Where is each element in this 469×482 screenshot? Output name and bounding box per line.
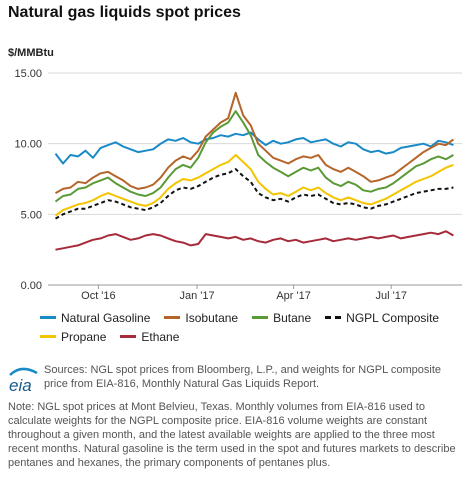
legend-label: Butane	[273, 310, 312, 325]
eia-logo-arc	[9, 367, 38, 376]
legend-label: Propane	[61, 329, 107, 344]
x-tick-label: Apr '17	[276, 290, 311, 302]
series-line-ethane	[55, 230, 454, 251]
sources-text: Sources: NGL spot prices from Bloomberg,…	[44, 364, 441, 390]
x-tick-label: Jan '17	[180, 290, 215, 302]
y-tick-label: 5.00	[21, 209, 42, 221]
x-tick-label: Oct '16	[81, 290, 116, 302]
y-tick-label: 15.00	[14, 68, 42, 80]
legend-item-natural-gasoline: Natural Gasoline	[40, 311, 150, 325]
series-lines	[54, 91, 455, 251]
legend-swatch	[40, 335, 56, 338]
legend-item-isobutane: Isobutane	[164, 311, 238, 325]
x-tick-label: Jul '17	[375, 290, 406, 302]
legend-swatch	[164, 316, 181, 319]
y-axis-ticks: 0.00 5.00 10.00 15.00	[14, 68, 42, 292]
legend-label: Natural Gasoline	[61, 310, 151, 325]
legend-item-ngpl-composite: NGPL Composite	[325, 311, 439, 325]
x-axis-ticks: Oct '16 Jan '17 Apr '17 Jul '17	[81, 285, 407, 302]
y-tick-label: 10.00	[14, 139, 42, 151]
legend-swatch	[120, 335, 137, 338]
line-chart: 0.00 5.00 10.00 15.00 Oct '16 Jan '17 Apr '17…	[14, 68, 462, 302]
y-tick-label: 0.00	[21, 280, 42, 292]
legend-label: Isobutane	[185, 310, 239, 325]
series-line-ngpl-composite	[55, 168, 454, 220]
legend-item-butane: Butane	[252, 311, 311, 325]
legend: Natural Gasoline Isobutane Butane NGPL Comp…	[40, 308, 465, 346]
series-line-propane	[54, 154, 454, 217]
legend-item-propane: Propane	[40, 330, 106, 344]
legend-label: NGPL Composite	[346, 310, 440, 325]
eia-logo: eia	[9, 367, 38, 395]
legend-swatch	[325, 316, 342, 319]
chart-title: Natural gas liquids spot prices	[8, 4, 241, 21]
eia-logo-text: eia	[9, 376, 32, 395]
legend-swatch	[252, 316, 269, 319]
legend-row-2: Propane Ethane	[40, 327, 465, 346]
y-axis-unit-label: $/MMBtu	[8, 47, 54, 59]
legend-label: Ethane	[141, 329, 180, 344]
series-line-butane	[54, 110, 454, 203]
legend-row-1: Natural Gasoline Isobutane Butane NGPL Comp…	[40, 308, 465, 327]
legend-swatch	[40, 316, 56, 319]
note-text: Note: NGL spot prices at Mont Belvieu, T…	[8, 401, 456, 469]
legend-item-ethane: Ethane	[120, 330, 179, 344]
series-line-isobutane	[55, 91, 455, 194]
